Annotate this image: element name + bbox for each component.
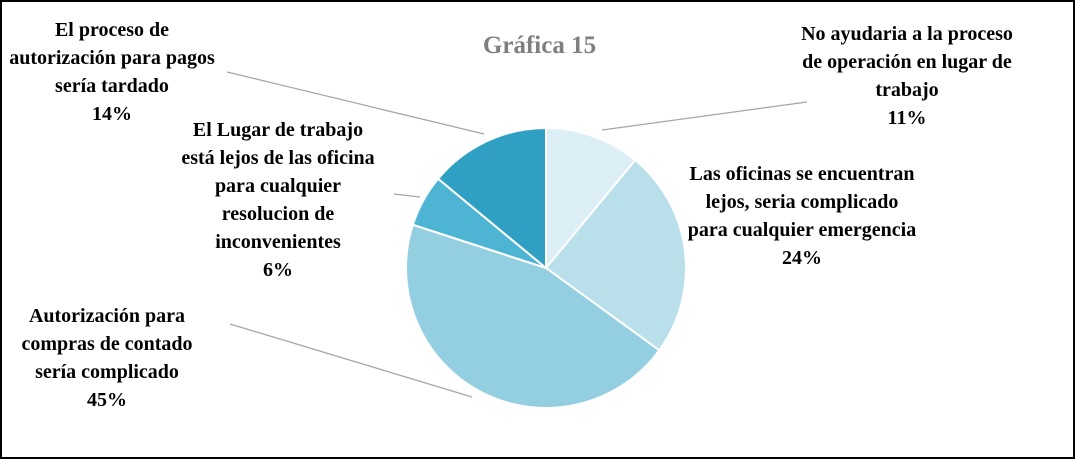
slice-label: El Lugar de trabajo está lejos de las of… xyxy=(180,116,376,284)
leader-line xyxy=(393,193,421,198)
slice-name: No ayudaria a la proceso de operación en… xyxy=(801,23,1013,101)
slice-label: Las oficinas se encuentran lejos, seria … xyxy=(684,160,920,272)
slice-name: El proceso de autorización para pagos se… xyxy=(9,19,215,97)
chart-title: Gráfica 15 xyxy=(482,32,597,59)
slice-percent: 45% xyxy=(87,389,127,411)
slice-percent: 24% xyxy=(782,247,822,269)
slice-name: El Lugar de trabajo está lejos de las of… xyxy=(181,119,375,253)
pie-slice xyxy=(545,126,637,271)
pie-slice xyxy=(544,158,687,352)
slice-percent: 11% xyxy=(887,107,927,129)
leader-line xyxy=(229,323,473,398)
leader-line xyxy=(226,71,485,135)
pie-slice xyxy=(405,223,661,409)
pie-slice xyxy=(436,126,547,271)
slice-name: Las oficinas se encuentran lejos, seria … xyxy=(687,163,917,241)
slice-percent: 6% xyxy=(263,259,293,281)
leader-line xyxy=(601,101,808,131)
slice-label: Autorización para compras de contado ser… xyxy=(2,302,212,414)
slice-percent: 14% xyxy=(92,103,132,125)
slice-label: No ayudaria a la proceso de operación en… xyxy=(792,20,1022,132)
slice-name: Autorización para compras de contado ser… xyxy=(21,305,193,383)
slice-label: El proceso de autorización para pagos se… xyxy=(2,16,222,128)
